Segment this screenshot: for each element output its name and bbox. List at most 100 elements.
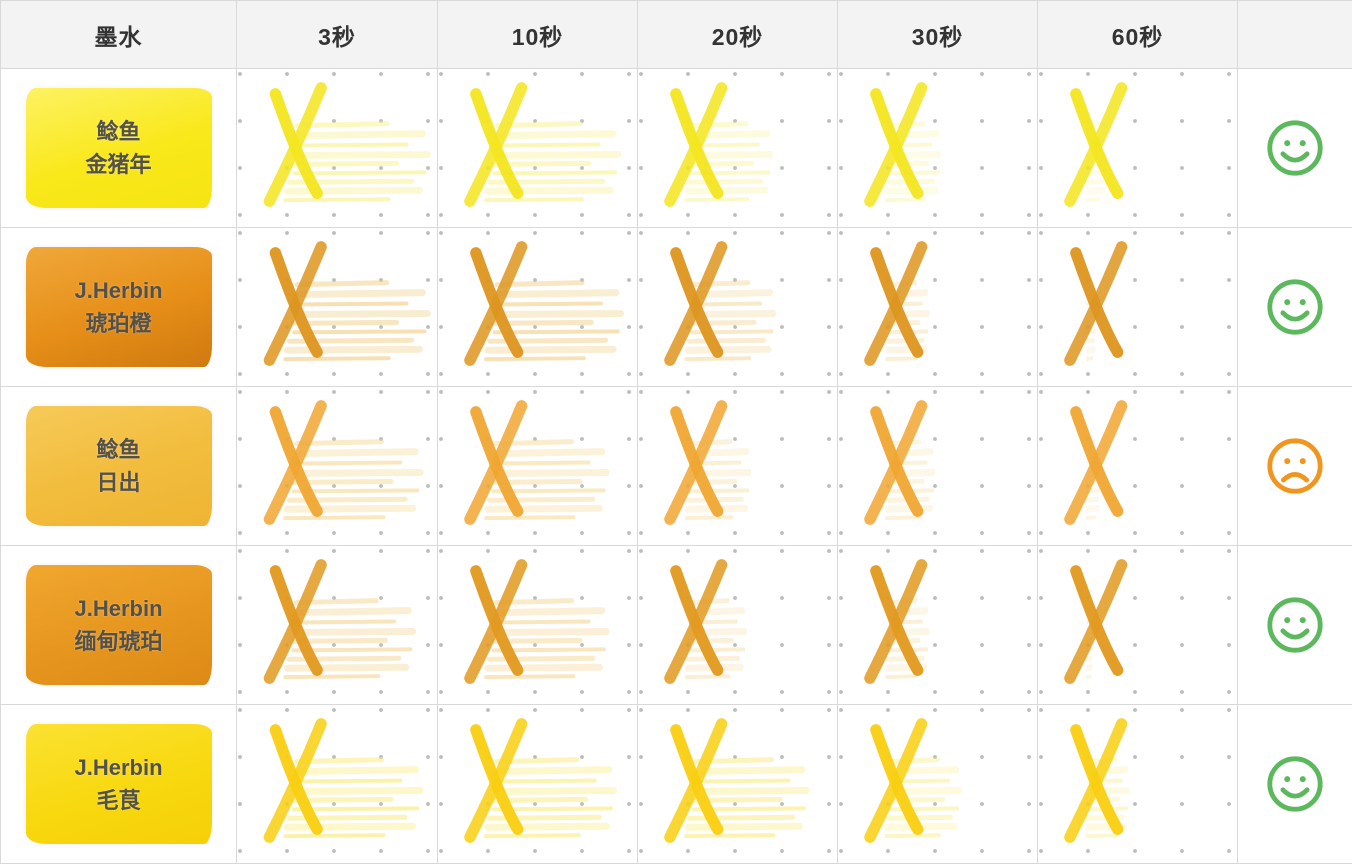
- verdict-cell: [1237, 227, 1352, 387]
- x-strokes: [664, 717, 728, 843]
- smear-test-cell-20s: [637, 68, 838, 228]
- x-mark-smear-graphic: [263, 399, 424, 525]
- x-strokes: [1064, 81, 1128, 207]
- smiley-eye-left: [1284, 140, 1291, 147]
- verdict-cell: [1237, 704, 1352, 864]
- smile-mouth: [1280, 628, 1310, 640]
- x-strokes: [864, 399, 928, 525]
- x-mark-smear-graphic: [1064, 717, 1130, 843]
- smear-test-cell-3s: [236, 545, 438, 705]
- x-strokes: [864, 558, 928, 684]
- smiley-face-icon: [1267, 279, 1323, 335]
- x-mark-smear-graphic: [1064, 81, 1128, 207]
- smear-test-cell-30s: [837, 68, 1038, 228]
- header-60s: 60秒: [1037, 0, 1238, 69]
- ink-name-cell: 鲶鱼 金猪年: [0, 68, 237, 228]
- verdict-cell: [1237, 68, 1352, 228]
- x-mark-smear-graphic: [864, 81, 942, 207]
- smiley-eye-left: [1284, 458, 1291, 465]
- smear-streaks: [484, 597, 610, 679]
- smear-test-cell-3s: [236, 704, 438, 864]
- ink-name-cell: J.Herbin 琥珀橙: [0, 227, 237, 387]
- x-mark-smear-graphic: [864, 399, 936, 525]
- smear-test-cell-20s: [637, 704, 838, 864]
- header-3s: 3秒: [236, 0, 438, 69]
- x-mark-smear-graphic: [464, 399, 610, 525]
- ink-name-cell: J.Herbin 毛茛: [0, 704, 237, 864]
- ink-name-line1: J.Herbin: [74, 596, 163, 621]
- smiley-eye-left: [1284, 617, 1291, 624]
- table-row: J.Herbin 毛茛: [0, 704, 1352, 864]
- x-strokes: [1064, 558, 1128, 684]
- x-strokes: [263, 558, 327, 684]
- x-mark-smear-graphic: [664, 81, 774, 207]
- x-mark-smear-graphic: [263, 240, 431, 366]
- smear-test-cell-30s: [837, 386, 1038, 546]
- header-row: 墨水 3秒 10秒 20秒 30秒 60秒: [0, 0, 1352, 69]
- smiley-face-icon: [1267, 756, 1323, 812]
- x-strokes: [1064, 717, 1128, 843]
- x-mark-smear-graphic: [464, 240, 625, 366]
- ink-name-line1: 鲶鱼: [96, 437, 141, 462]
- table-header: 墨水 3秒 10秒 20秒 30秒 60秒: [0, 0, 1352, 69]
- smiley-eye-left: [1284, 776, 1291, 783]
- ink-name-line1: J.Herbin: [74, 278, 163, 303]
- verdict-cell: [1237, 545, 1352, 705]
- smear-test-cell-20s: [637, 545, 838, 705]
- x-mark-smear-graphic: [464, 81, 622, 207]
- ink-swatch: 鲶鱼 日出: [25, 406, 212, 526]
- x-strokes: [263, 399, 327, 525]
- ink-swatch: 鲶鱼 金猪年: [25, 88, 212, 208]
- smear-test-cell-60s: [1037, 545, 1238, 705]
- x-mark-smear-graphic: [263, 558, 417, 684]
- x-mark-smear-graphic: [464, 558, 610, 684]
- smile-mouth: [1280, 310, 1310, 322]
- header-ink: 墨水: [0, 0, 237, 69]
- x-mark-smear-graphic: [263, 81, 431, 207]
- ink-name-cell: J.Herbin 缅甸琥珀: [0, 545, 237, 705]
- x-mark-smear-graphic: [864, 240, 930, 366]
- x-strokes: [664, 399, 728, 525]
- x-strokes: [1064, 399, 1128, 525]
- x-strokes: [864, 717, 928, 843]
- ink-name-line2: 金猪年: [85, 151, 152, 177]
- x-mark-smear-graphic: [664, 240, 777, 366]
- x-mark-smear-graphic: [263, 717, 424, 843]
- ink-swatch: J.Herbin 缅甸琥珀: [25, 565, 212, 685]
- x-strokes: [263, 81, 327, 207]
- smear-test-cell-20s: [637, 386, 838, 546]
- smear-test-cell-30s: [837, 545, 1038, 705]
- header-10s: 10秒: [437, 0, 638, 69]
- x-mark-smear-graphic: [1064, 240, 1128, 366]
- ink-name-line2: 琥珀橙: [85, 310, 152, 336]
- smile-mouth: [1280, 787, 1310, 799]
- header-20s: 20秒: [637, 0, 838, 69]
- table-row: J.Herbin 琥珀橙: [0, 227, 1352, 387]
- x-strokes: [464, 81, 528, 207]
- ink-name-line1: J.Herbin: [74, 755, 163, 780]
- x-strokes: [664, 240, 728, 366]
- x-strokes: [664, 81, 728, 207]
- table-row: J.Herbin 缅甸琥珀: [0, 545, 1352, 705]
- smear-test-cell-10s: [437, 386, 638, 546]
- x-strokes: [1064, 240, 1128, 366]
- x-mark-smear-graphic: [1064, 558, 1128, 684]
- frown-mouth: [1280, 472, 1310, 483]
- smear-test-cell-3s: [236, 68, 438, 228]
- smear-test-cell-10s: [437, 68, 638, 228]
- ink-name-line1: 鲶鱼: [96, 119, 141, 144]
- smiley-eye-left: [1284, 299, 1291, 306]
- smear-test-cell-10s: [437, 545, 638, 705]
- smear-test-cell-10s: [437, 227, 638, 387]
- table-body: 鲶鱼 金猪年: [0, 68, 1352, 864]
- smiley-eye-right: [1299, 140, 1306, 147]
- ink-swatch: J.Herbin 毛茛: [25, 724, 212, 844]
- ink-swatch: J.Herbin 琥珀橙: [25, 247, 212, 367]
- header-verdict: [1237, 0, 1352, 69]
- x-mark-smear-graphic: [664, 717, 810, 843]
- ink-name-line2: 毛茛: [96, 787, 141, 813]
- x-strokes: [464, 240, 528, 366]
- smear-test-cell-20s: [637, 227, 838, 387]
